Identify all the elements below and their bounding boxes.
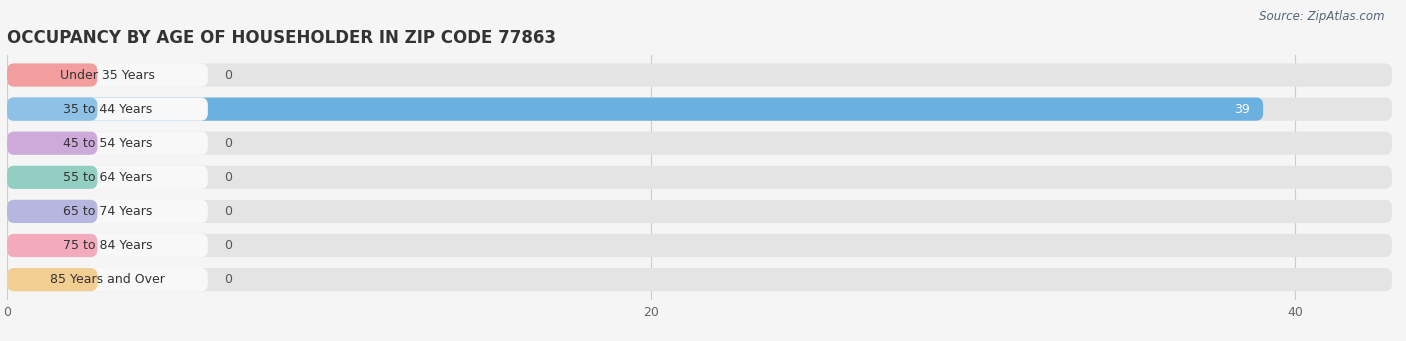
- Text: 85 Years and Over: 85 Years and Over: [51, 273, 165, 286]
- Text: 75 to 84 Years: 75 to 84 Years: [63, 239, 152, 252]
- FancyBboxPatch shape: [7, 166, 208, 189]
- FancyBboxPatch shape: [7, 98, 208, 121]
- Text: 0: 0: [224, 205, 232, 218]
- Text: 0: 0: [224, 137, 232, 150]
- Text: 39: 39: [1234, 103, 1250, 116]
- FancyBboxPatch shape: [7, 98, 97, 121]
- Text: 0: 0: [224, 69, 232, 81]
- FancyBboxPatch shape: [7, 234, 1392, 257]
- FancyBboxPatch shape: [7, 268, 97, 291]
- Text: 65 to 74 Years: 65 to 74 Years: [63, 205, 152, 218]
- FancyBboxPatch shape: [7, 63, 97, 87]
- FancyBboxPatch shape: [7, 234, 208, 257]
- FancyBboxPatch shape: [7, 200, 208, 223]
- Text: 55 to 64 Years: 55 to 64 Years: [63, 171, 152, 184]
- FancyBboxPatch shape: [7, 132, 208, 155]
- Text: OCCUPANCY BY AGE OF HOUSEHOLDER IN ZIP CODE 77863: OCCUPANCY BY AGE OF HOUSEHOLDER IN ZIP C…: [7, 29, 555, 47]
- Text: Source: ZipAtlas.com: Source: ZipAtlas.com: [1260, 10, 1385, 23]
- FancyBboxPatch shape: [7, 166, 97, 189]
- FancyBboxPatch shape: [7, 268, 208, 291]
- FancyBboxPatch shape: [7, 268, 1392, 291]
- FancyBboxPatch shape: [7, 234, 97, 257]
- Text: 45 to 54 Years: 45 to 54 Years: [63, 137, 152, 150]
- Text: 0: 0: [224, 171, 232, 184]
- FancyBboxPatch shape: [7, 63, 1392, 87]
- FancyBboxPatch shape: [7, 200, 1392, 223]
- FancyBboxPatch shape: [7, 166, 1392, 189]
- Text: 0: 0: [224, 273, 232, 286]
- FancyBboxPatch shape: [7, 132, 97, 155]
- FancyBboxPatch shape: [7, 98, 1392, 121]
- Text: 35 to 44 Years: 35 to 44 Years: [63, 103, 152, 116]
- FancyBboxPatch shape: [7, 200, 97, 223]
- Text: Under 35 Years: Under 35 Years: [60, 69, 155, 81]
- Text: 0: 0: [224, 239, 232, 252]
- FancyBboxPatch shape: [7, 132, 1392, 155]
- FancyBboxPatch shape: [7, 98, 1263, 121]
- FancyBboxPatch shape: [7, 63, 208, 87]
